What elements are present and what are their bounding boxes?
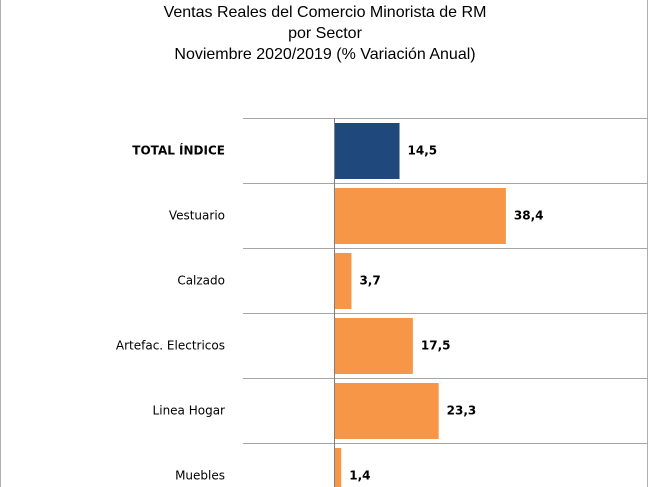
bar-artefac-electricos — [335, 318, 413, 374]
data-label: 14,5 — [408, 144, 438, 158]
bar-muebles — [335, 448, 342, 487]
bar-vestuario — [335, 188, 506, 244]
chart-title-line-2: por Sector — [288, 25, 362, 42]
data-label: 1,4 — [349, 469, 370, 483]
data-label: 23,3 — [447, 404, 477, 418]
category-label: TOTAL ÍNDICE — [132, 143, 225, 158]
bar-calzado — [335, 253, 352, 309]
category-label: Vestuario — [169, 209, 225, 223]
category-label: Calzado — [177, 274, 225, 288]
data-label: 38,4 — [514, 209, 544, 223]
category-label: Artefac. Electricos — [116, 339, 225, 353]
data-label: 17,5 — [421, 339, 451, 353]
data-label: 3,7 — [359, 274, 380, 288]
bar-linea-hogar — [335, 383, 439, 439]
bar-total-índice — [335, 123, 400, 179]
chart-title-line-3: Noviembre 2020/2019 (% Variación Anual) — [174, 46, 476, 63]
chart-title: Ventas Reales del Comercio Minorista de … — [0, 2, 650, 65]
chart-title-line-1: Ventas Reales del Comercio Minorista de … — [163, 4, 487, 21]
category-label: Linea Hogar — [153, 404, 226, 418]
category-label: Muebles — [175, 469, 225, 483]
